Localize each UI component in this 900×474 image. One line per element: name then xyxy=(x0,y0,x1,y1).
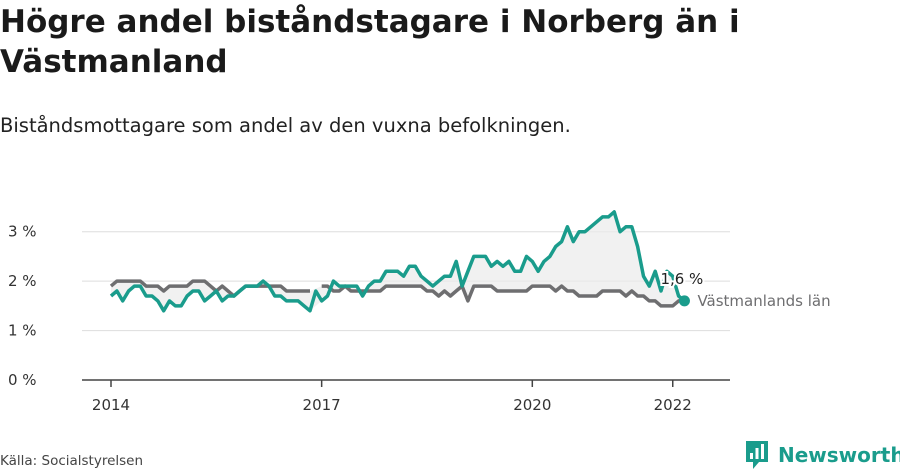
chart-labels: 1,6 % Västmanlands län xyxy=(658,268,830,310)
brand-logo: Newsworthy xyxy=(744,440,900,470)
series-line-vastmanland xyxy=(109,279,685,308)
series-lines xyxy=(109,210,690,313)
chart-subtitle: Biståndsmottagare som andel av den vuxna… xyxy=(0,114,571,137)
x-tick-label: 2022 xyxy=(654,396,692,414)
source-note: Källa: Socialstyrelsen xyxy=(0,453,144,469)
newsworthy-logo-icon xyxy=(746,441,768,469)
y-tick-label: 2 % xyxy=(8,272,37,290)
brand-name: Newsworthy xyxy=(778,443,900,467)
comparison-series-label: Västmanlands län xyxy=(697,292,830,310)
series-end-point xyxy=(678,295,690,307)
x-tick-label: 2017 xyxy=(303,396,341,414)
x-tick-label: 2020 xyxy=(513,396,551,414)
x-tick-label: 2014 xyxy=(92,396,130,414)
end-value-label: 1,6 % xyxy=(660,270,703,288)
y-tick-label: 3 % xyxy=(8,223,37,241)
chart-title: Högre andel biståndstagare i Norberg än … xyxy=(0,4,740,80)
series-line-norberg xyxy=(109,210,686,313)
axes: 0 % 1 % 2 % 3 % 2014 2017 2020 2022 xyxy=(8,223,730,414)
line-chart: 0 % 1 % 2 % 3 % 2014 2017 2020 2022 1,6 % Västma… xyxy=(8,210,831,414)
y-tick-label: 0 % xyxy=(8,371,37,389)
y-tick-label: 1 % xyxy=(8,322,37,340)
